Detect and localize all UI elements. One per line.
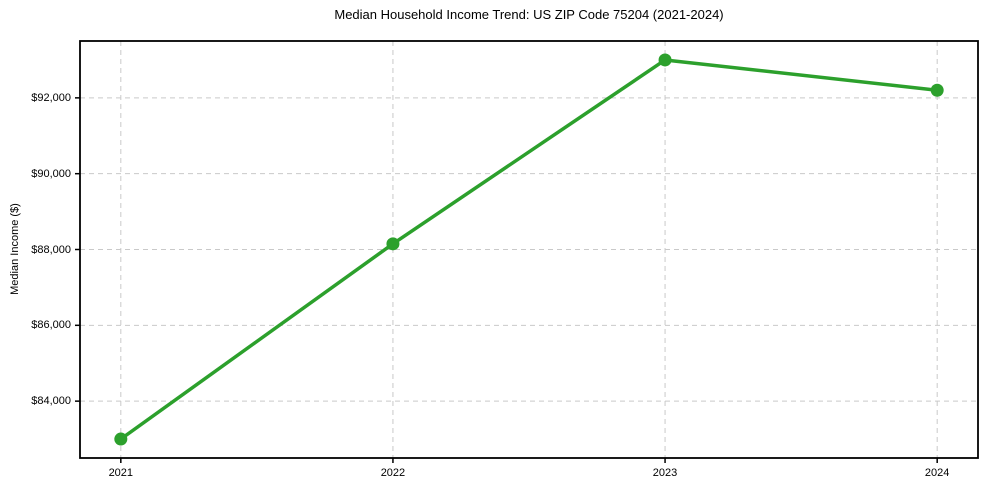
- trend-line: [119, 58, 939, 441]
- data-point-marker: [114, 432, 128, 446]
- data-point-marker: [386, 237, 400, 251]
- x-tick-label: 2022: [380, 467, 406, 479]
- x-tick-label: 2024: [924, 467, 950, 479]
- y-tick-label: $90,000: [31, 167, 71, 180]
- x-tick-label: 2021: [108, 467, 134, 479]
- x-tick-label: 2023: [652, 467, 678, 479]
- y-tick-label: $86,000: [31, 319, 71, 332]
- y-tick-label: $84,000: [31, 395, 71, 408]
- y-tick-label: $88,000: [31, 243, 71, 256]
- chart-title: Median Household Income Trend: US ZIP Co…: [334, 7, 724, 22]
- y-tick-label: $92,000: [31, 91, 71, 104]
- data-point-marker: [930, 83, 944, 97]
- plot-border: [79, 40, 979, 459]
- data-point-marker: [658, 53, 672, 67]
